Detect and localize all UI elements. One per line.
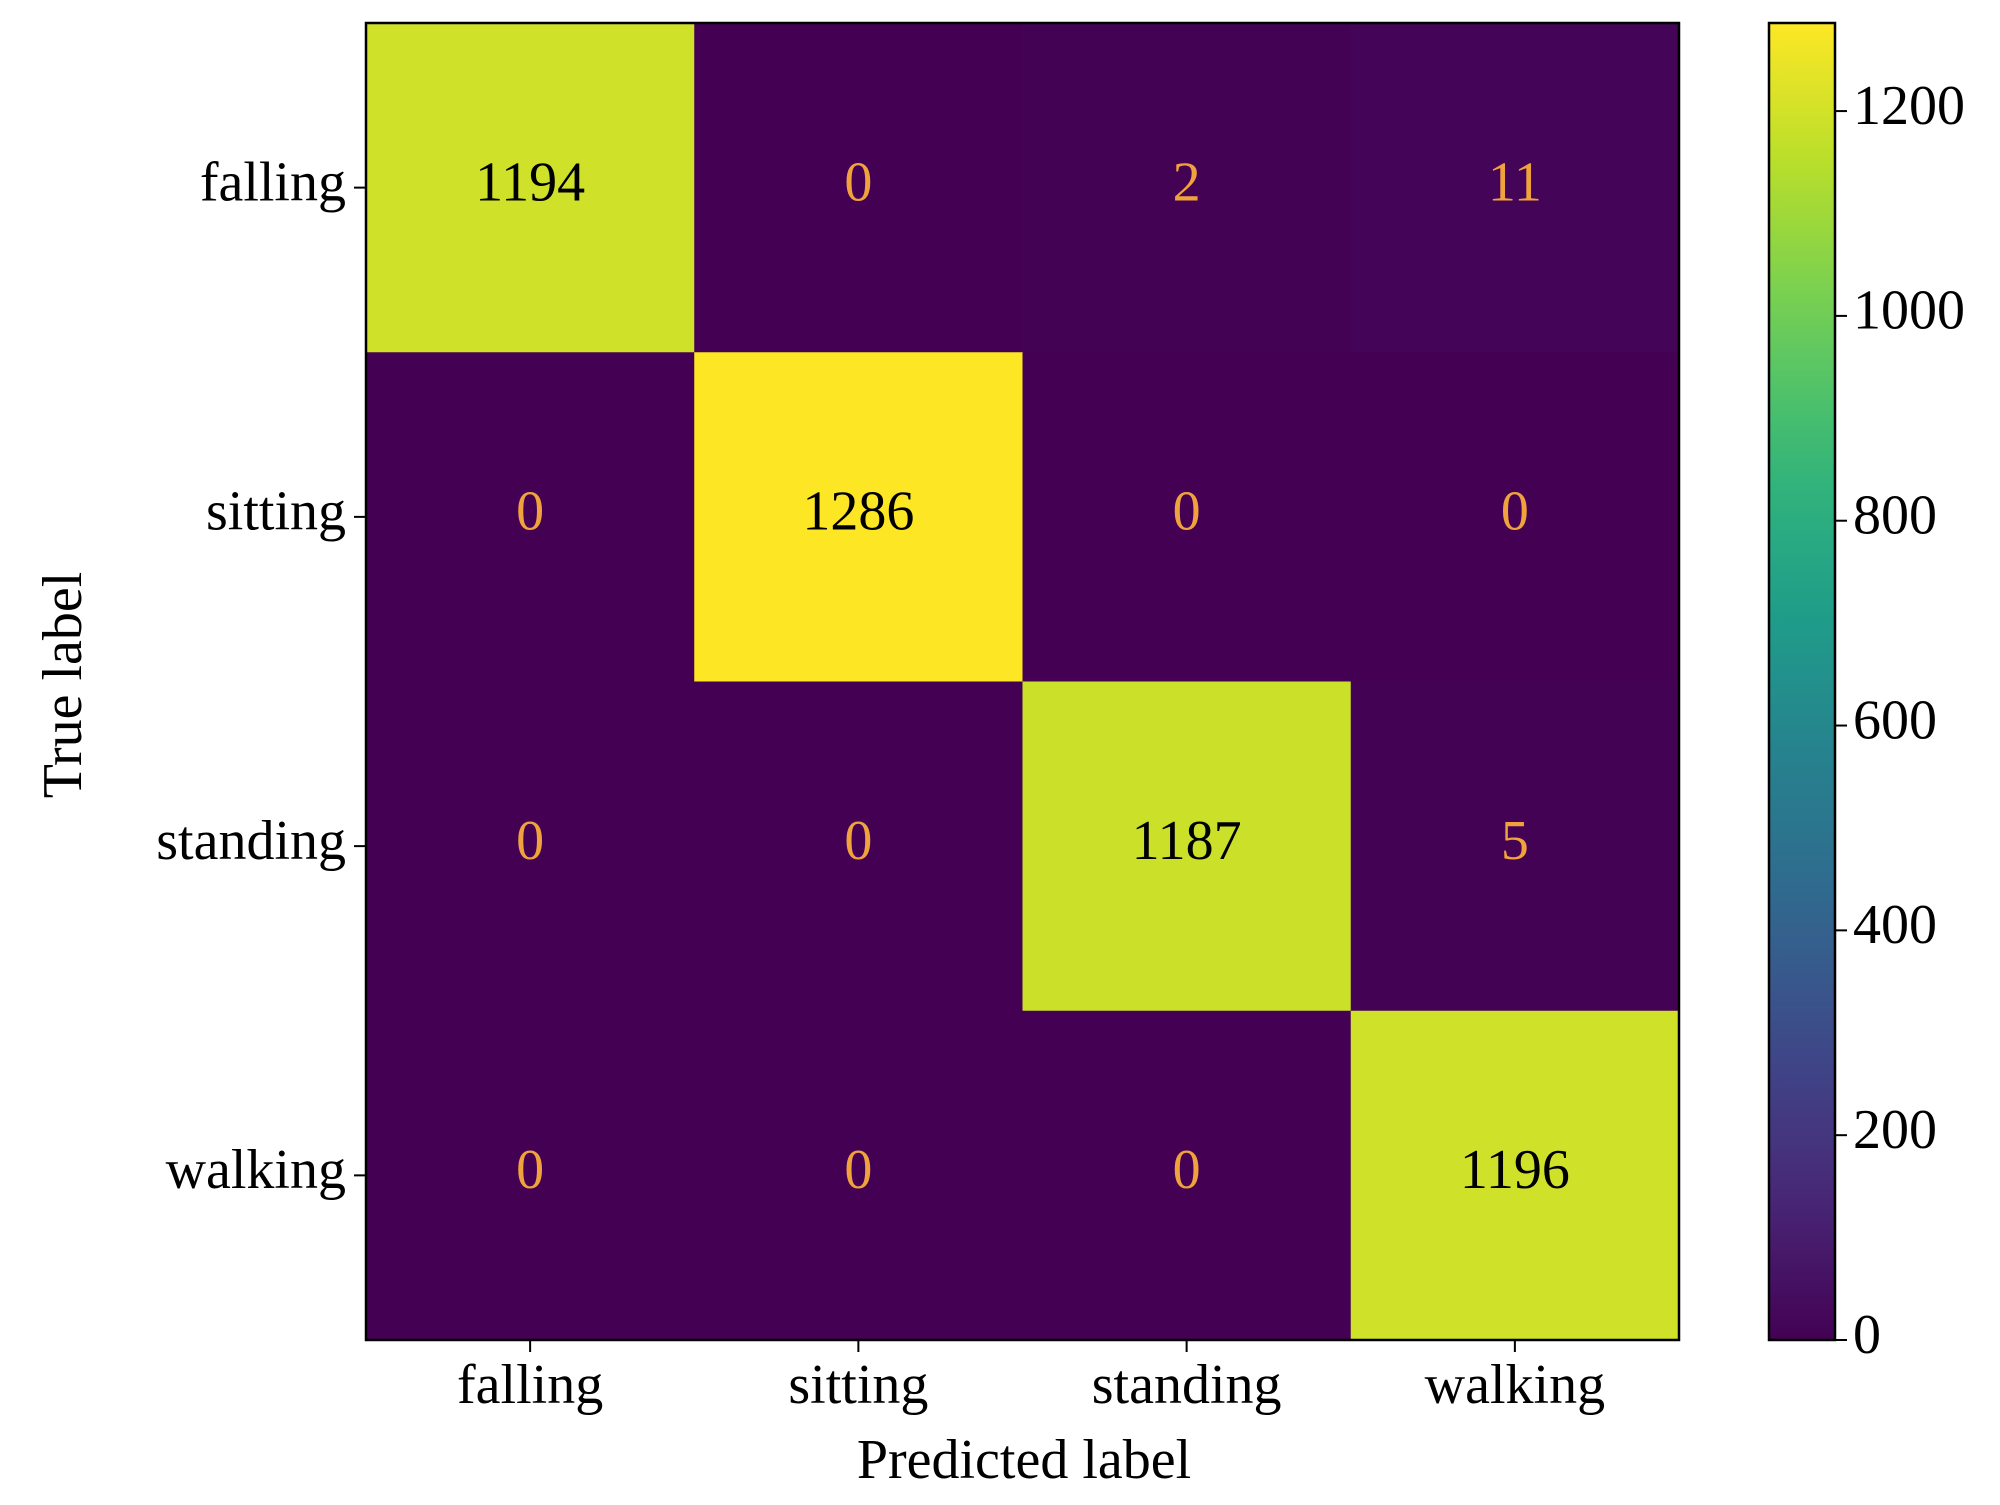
cell-label: 0: [1173, 481, 1201, 543]
cell-label: 0: [516, 481, 544, 543]
colorbar-tick-label: 800: [1853, 485, 1937, 547]
plot-frame: [364, 21, 1681, 1342]
y-tick-label: falling: [200, 151, 346, 213]
y-tick-label: sitting: [206, 481, 346, 543]
x-tick-label: walking: [1425, 1354, 1605, 1416]
cell-label: 1187: [1132, 810, 1242, 872]
heatmap-cell: [366, 681, 695, 1012]
heatmap-cell: [1022, 681, 1352, 1012]
heatmap-cell: [694, 352, 1023, 682]
heatmap-cell: [1022, 1010, 1352, 1341]
cell-label: 1194: [475, 151, 585, 213]
x-tick-label: standing: [1092, 1354, 1282, 1416]
heatmap-cell: [366, 23, 695, 353]
heatmap-cell: [1350, 1010, 1680, 1341]
colorbar-tick-label: 1000: [1853, 280, 1965, 342]
heatmap-cell: [366, 352, 695, 682]
cell-label: 0: [1173, 1139, 1201, 1201]
cell-label: 5: [1501, 810, 1529, 872]
y-tick-label: standing: [156, 810, 346, 872]
colorbar-tick-label: 0: [1853, 1304, 1881, 1366]
heatmap-cell: [1350, 681, 1680, 1012]
heatmap-cell: [694, 1010, 1023, 1341]
cell-label: 0: [1501, 481, 1529, 543]
colorbar-tick-label: 400: [1853, 894, 1937, 956]
cell-label: 0: [516, 810, 544, 872]
y-axis-label: True label: [32, 572, 94, 799]
cell-label: 1286: [802, 481, 914, 543]
cell-label: 0: [844, 810, 872, 872]
heatmap-cell: [1350, 23, 1680, 353]
x-axis-label: Predicted label: [857, 1429, 1191, 1491]
cell-label: 11: [1488, 151, 1542, 213]
x-tick-label: sitting: [788, 1354, 928, 1416]
cell-label: 0: [844, 1139, 872, 1201]
colorbar: [1767, 21, 1837, 1342]
cell-label: 0: [516, 1139, 544, 1201]
cell-label: 1196: [1460, 1139, 1570, 1201]
colorbar-tick-label: 600: [1853, 689, 1937, 751]
colorbar-tick-label: 1200: [1853, 75, 1965, 137]
y-tick-label: walking: [166, 1139, 346, 1201]
heatmap-cell: [694, 23, 1023, 353]
heatmap-cell: [366, 1010, 695, 1341]
heatmap-cell: [694, 681, 1023, 1012]
heatmap-cell: [1022, 352, 1352, 682]
cell-label: 0: [844, 151, 872, 213]
heatmap-cell: [1350, 352, 1680, 682]
heatmap-cell: [1022, 23, 1352, 353]
x-tick-label: falling: [457, 1354, 603, 1416]
colorbar-tick-label: 200: [1853, 1099, 1937, 1161]
cell-label: 2: [1173, 151, 1201, 213]
